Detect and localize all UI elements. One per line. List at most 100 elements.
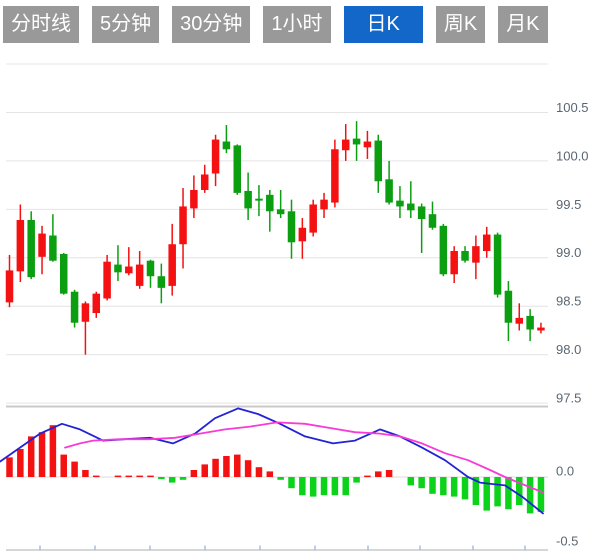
timeframe-tabbar: 分时线 5分钟 30分钟 1小时 日K 周K 月K: [0, 6, 610, 43]
macd-bar: [201, 464, 208, 477]
candle-body: [287, 211, 296, 243]
candle-body: [146, 260, 155, 277]
macd-bar: [244, 460, 252, 477]
macd-histogram: [6, 425, 545, 514]
macd-bar: [526, 477, 534, 514]
price-axis-label: 98.0: [556, 342, 581, 357]
candle-body: [81, 303, 90, 322]
candle-body: [374, 140, 383, 182]
macd-bar: [93, 475, 100, 478]
candle-body: [331, 149, 339, 203]
macd-bar: [309, 477, 317, 497]
macd-bar: [461, 477, 469, 500]
dif-line: [0, 407, 544, 515]
candle-body: [38, 233, 46, 257]
macd-bar: [49, 425, 57, 477]
macd-bar: [299, 477, 306, 496]
candle-body: [482, 234, 491, 252]
candle-body: [407, 203, 415, 211]
macd-bar: [440, 477, 447, 496]
candle-body: [526, 315, 534, 330]
candle-body: [396, 200, 404, 207]
candle-body: [92, 293, 101, 314]
price-gridlines: [6, 63, 548, 404]
candle-body: [276, 209, 285, 215]
candle-body: [493, 234, 502, 295]
price-axis-label: 99.5: [556, 197, 581, 212]
candle-body: [255, 198, 263, 201]
macd-bar: [136, 475, 143, 478]
macd-bar: [255, 467, 263, 477]
macd-bar: [38, 432, 46, 477]
tab-5min[interactable]: 5分钟: [92, 6, 160, 43]
tab-daily-k[interactable]: 日K: [343, 6, 423, 43]
macd-bar: [17, 449, 24, 477]
candle-body: [233, 145, 242, 193]
tab-weekly-k[interactable]: 周K: [435, 6, 486, 43]
tab-1hour[interactable]: 1小时: [263, 6, 331, 43]
candle-body: [179, 206, 187, 245]
candle-body: [125, 266, 133, 274]
macd-bar: [407, 477, 415, 486]
candle-body: [472, 246, 480, 263]
candle-body: [450, 251, 458, 275]
macd-bar: [429, 477, 436, 494]
price-axis-label: 100.0: [556, 148, 589, 163]
macd-bar: [27, 436, 35, 477]
candle-body: [157, 276, 166, 288]
macd-lines: [0, 407, 544, 515]
tab-timeline[interactable]: 分时线: [3, 6, 79, 43]
price-axis-label: 98.5: [556, 294, 581, 309]
candle-body: [168, 244, 176, 286]
macd-axis-label: 0.0: [556, 463, 574, 478]
candle-body: [461, 251, 469, 261]
macd-bar: [494, 477, 501, 507]
candle-body: [49, 235, 57, 261]
tab-30min[interactable]: 30分钟: [172, 6, 251, 43]
macd-bar: [212, 458, 219, 477]
macd-bar: [158, 477, 165, 480]
macd-bar: [364, 475, 371, 478]
macd-bar: [288, 477, 295, 489]
macd-bar: [353, 477, 360, 483]
candle-body: [70, 291, 79, 323]
candle-body: [222, 141, 231, 150]
macd-bar: [320, 477, 328, 496]
candle-body: [341, 139, 350, 151]
macd-bar: [179, 477, 187, 480]
price-axis-label: 97.5: [556, 391, 581, 406]
macd-bar: [450, 477, 458, 497]
macd-bar: [331, 477, 339, 496]
dea-line: [64, 421, 544, 494]
candle-body: [200, 174, 209, 190]
macd-bar: [147, 475, 154, 478]
tab-monthly-k[interactable]: 月K: [498, 6, 548, 43]
y-axis-labels: 100.5 100.0 99.5 99.0 98.5 98.0 97.5 0.0 -0.5: [556, 100, 589, 549]
macd-bar: [60, 454, 67, 477]
candles: [5, 121, 545, 355]
candle-body: [16, 220, 25, 272]
candle-body: [537, 327, 545, 331]
macd-bar: [190, 470, 198, 477]
candle-body: [363, 141, 372, 148]
candle-body: [515, 317, 524, 324]
macd-bar: [537, 477, 545, 512]
macd-bar: [483, 477, 490, 511]
price-axis-label: 99.0: [556, 245, 581, 260]
macd-bar: [277, 477, 284, 480]
candle-body: [504, 290, 513, 323]
macd-bar: [375, 471, 382, 477]
macd-bar: [472, 477, 480, 505]
candle-body: [385, 179, 393, 203]
macd-bar: [516, 477, 523, 505]
candle-body: [190, 189, 198, 209]
macd-bar: [71, 461, 78, 477]
macd-bar: [342, 477, 349, 496]
macd-axis-label: -0.5: [556, 533, 578, 548]
candle-body: [244, 190, 252, 209]
candle-body: [27, 220, 35, 278]
macd-bar: [385, 470, 393, 477]
macd-bar: [6, 457, 13, 477]
macd-bar: [505, 477, 512, 510]
